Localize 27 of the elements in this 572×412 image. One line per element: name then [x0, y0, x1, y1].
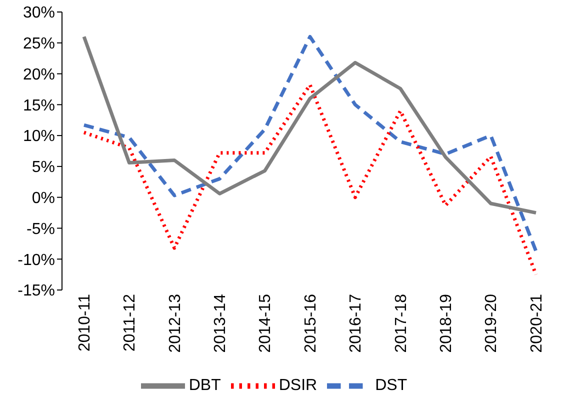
legend-label: DSIR	[278, 377, 318, 394]
y-tick-label: -15%	[18, 282, 55, 300]
y-tick-label: -5%	[26, 220, 55, 238]
x-tick-label: 2017-18	[392, 294, 410, 353]
y-tick-label: 25%	[22, 36, 55, 53]
x-tick-label: 2020-21	[528, 294, 546, 353]
x-tick-label: 2018-19	[438, 294, 455, 353]
legend-label: DST	[375, 377, 408, 394]
y-tick-label: 15%	[22, 97, 55, 114]
line-series	[82, 83, 538, 276]
x-tick-label: 2010-11	[76, 294, 94, 352]
x-tick-label: 2019-20	[483, 294, 500, 353]
legend-label: DBT	[188, 377, 221, 394]
line-series	[82, 34, 538, 215]
x-tick-label: 2014-15	[257, 294, 274, 353]
y-tick-label: 10%	[22, 128, 55, 146]
line-series	[82, 34, 538, 253]
x-tick-label: 2013-14	[212, 294, 229, 353]
x-tick-label: 2015-16	[302, 294, 320, 353]
x-tick-label: 2011-12	[122, 294, 139, 352]
y-tick-label: -10%	[18, 252, 55, 269]
y-tick-label: 20%	[22, 66, 55, 84]
y-tick-label: 0%	[32, 190, 55, 208]
y-tick-label: 30%	[22, 4, 55, 22]
y-tick-label: 5%	[32, 159, 55, 176]
x-tick-label: 2016-17	[348, 294, 365, 353]
x-tick-label: 2012-13	[166, 294, 184, 353]
